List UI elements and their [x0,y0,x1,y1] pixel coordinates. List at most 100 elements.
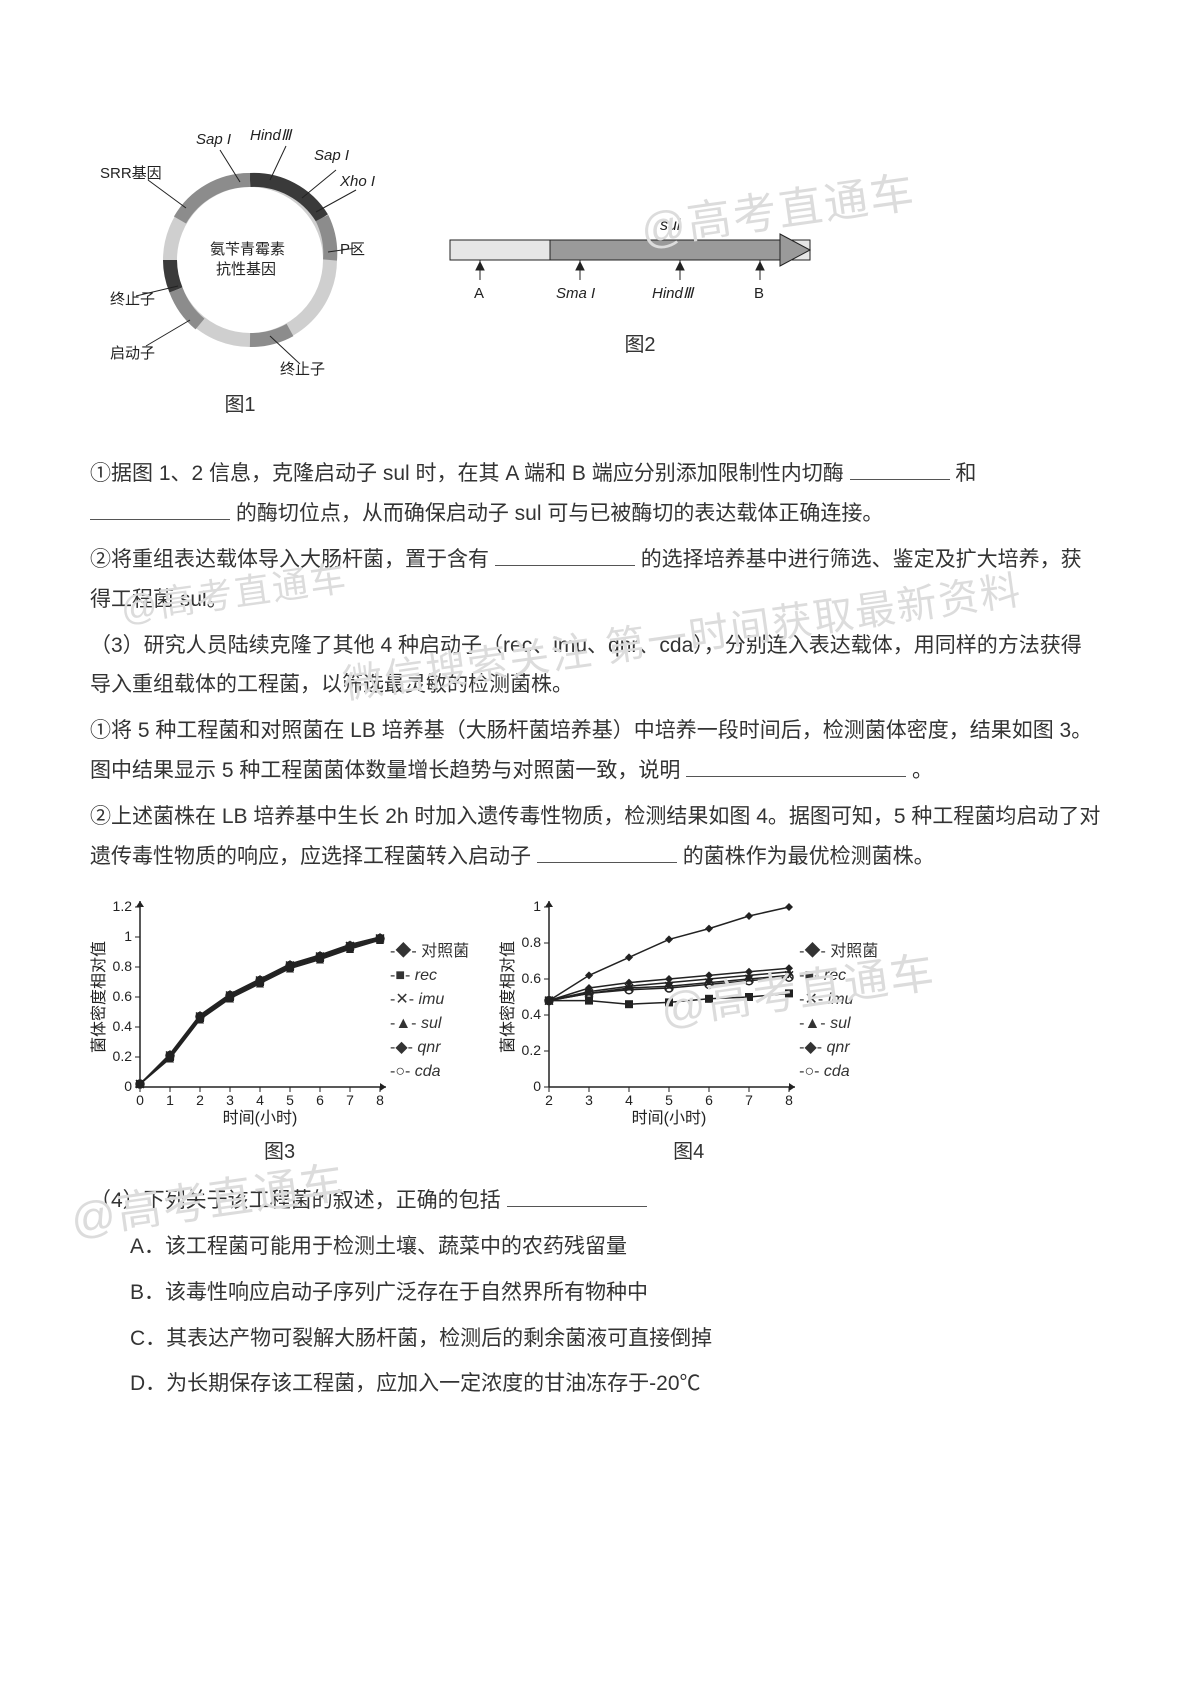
figure-4-block: 234567800.20.40.60.81时间(小时)菌体密度相对值 -◆- 对… [499,897,878,1171]
svg-text:1: 1 [124,928,132,944]
text: 的酶切位点，从而确保启动子 sul 可与已被酶切的表达载体正确连接。 [236,502,884,525]
blank-q4-answer[interactable] [507,1184,647,1207]
svg-text:菌体密度相对值: 菌体密度相对值 [499,941,517,1053]
figure-2-label: 图2 [430,326,850,364]
figure-1-block: SRR基因 Sap I HindⅢ Sap I Xho I P区 终止子 启动子… [90,120,390,424]
svg-text:时间(小时): 时间(小时) [632,1109,707,1127]
figure-4-label: 图4 [673,1133,704,1171]
chart-legend: -◆- 对照菌-■- rec-✕- imu-▲- sul-◆- qnr-○- c… [799,940,878,1084]
svg-text:HindⅢ: HindⅢ [250,127,293,144]
svg-text:5: 5 [665,1092,673,1108]
blank-best-promoter[interactable] [537,840,677,863]
svg-text:8: 8 [785,1092,793,1108]
svg-text:终止子: 终止子 [110,291,155,308]
linear-map-diagram: sul A Sma I HindⅢ B [430,200,850,320]
line-chart-4: 234567800.20.40.60.81时间(小时)菌体密度相对值 [499,897,799,1127]
chart-row-3-4: 01234567800.20.40.60.811.2时间(小时)菌体密度相对值 … [90,897,1101,1171]
svg-text:0.6: 0.6 [113,988,133,1004]
svg-text:Sma I: Sma I [556,285,595,302]
label-SRR: SRR基因 [100,165,162,182]
svg-text:P区: P区 [340,241,365,258]
para-4: ①将 5 种工程菌和对照菌在 LB 培养基（大肠杆菌培养基）中培养一段时间后，检… [90,711,1101,791]
svg-text:抗性基因: 抗性基因 [216,261,276,278]
figure-1-label: 图1 [90,386,390,424]
legend-item: -▲- sul [799,1012,878,1036]
option-C[interactable]: C．其表达产物可裂解大肠杆菌，检测后的剩余菌液可直接倒掉 [130,1319,1101,1359]
svg-text:5: 5 [286,1092,294,1108]
option-D[interactable]: D．为长期保存该工程菌，应加入一定浓度的甘油冻存于-20℃ [130,1364,1101,1404]
svg-text:0.6: 0.6 [522,970,542,986]
svg-text:0.2: 0.2 [113,1048,133,1064]
svg-text:Xho I: Xho I [339,173,375,190]
text: ①据图 1、2 信息，克隆启动子 sul 时，在其 A 端和 B 端应分别添加限… [90,462,844,485]
line-chart-3: 01234567800.20.40.60.811.2时间(小时)菌体密度相对值 [90,897,390,1127]
svg-text:0.4: 0.4 [113,1018,133,1034]
legend-item: -◆- 对照菌 [799,940,878,964]
para-2: ②将重组表达载体导入大肠杆菌，置于含有 的选择培养基中进行筛选、鉴定及扩大培养，… [90,540,1101,620]
text: 和 [955,462,976,485]
blank-enzyme-b[interactable] [90,497,230,520]
svg-text:1: 1 [166,1092,174,1108]
svg-text:Sap I: Sap I [196,131,231,148]
figure-3-label: 图3 [264,1133,295,1171]
svg-text:0: 0 [533,1078,541,1094]
svg-text:7: 7 [745,1092,753,1108]
svg-text:B: B [754,285,764,302]
svg-text:6: 6 [316,1092,324,1108]
svg-text:7: 7 [346,1092,354,1108]
svg-text:4: 4 [625,1092,633,1108]
chart-legend: -◆- 对照菌-■- rec-✕- imu-▲- sul-◆- qnr-○- c… [390,940,469,1084]
option-A[interactable]: A．该工程菌可能用于检测土壤、蔬菜中的农药残留量 [130,1227,1101,1267]
question-4-stem: （4）下列关于该工程菌的叙述，正确的包括 [90,1181,1101,1221]
svg-text:0.8: 0.8 [113,958,133,974]
legend-item: -◆- 对照菌 [390,940,469,964]
svg-text:氨苄青霉素: 氨苄青霉素 [210,241,285,258]
figure-row-1-2: SRR基因 Sap I HindⅢ Sap I Xho I P区 终止子 启动子… [90,120,1101,424]
svg-text:3: 3 [585,1092,593,1108]
legend-item: -◆- qnr [390,1036,469,1060]
blank-selection-medium[interactable] [495,543,635,566]
svg-text:8: 8 [376,1092,384,1108]
svg-text:0.8: 0.8 [522,934,542,950]
text: （4）下列关于该工程菌的叙述，正确的包括 [90,1189,501,1212]
svg-text:Sap I: Sap I [314,147,349,164]
svg-text:3: 3 [226,1092,234,1108]
svg-text:0: 0 [124,1078,132,1094]
legend-item: -○- cda [799,1060,878,1084]
svg-text:HindⅢ: HindⅢ [652,285,695,302]
blank-explain-growth[interactable] [686,754,906,777]
svg-text:启动子: 启动子 [110,345,155,362]
options-list: A．该工程菌可能用于检测土壤、蔬菜中的农药残留量 B．该毒性响应启动子序列广泛存… [90,1227,1101,1405]
legend-item: -○- cda [390,1060,469,1084]
svg-text:4: 4 [256,1092,264,1108]
svg-text:0.2: 0.2 [522,1042,542,1058]
legend-item: -✕- imu [390,988,469,1012]
svg-text:时间(小时): 时间(小时) [223,1109,298,1127]
figure-2-block: sul A Sma I HindⅢ B 图2 [430,200,850,364]
text: ②将重组表达载体导入大肠杆菌，置于含有 [90,548,489,571]
svg-text:2: 2 [545,1092,553,1108]
figure-3-block: 01234567800.20.40.60.811.2时间(小时)菌体密度相对值 … [90,897,469,1171]
legend-item: -■- rec [799,964,878,988]
svg-text:菌体密度相对值: 菌体密度相对值 [90,941,108,1053]
text: 。 [912,759,933,782]
svg-text:A: A [474,285,484,302]
plasmid-diagram: SRR基因 Sap I HindⅢ Sap I Xho I P区 终止子 启动子… [90,120,390,380]
para-1: ①据图 1、2 信息，克隆启动子 sul 时，在其 A 端和 B 端应分别添加限… [90,454,1101,534]
para-3: （3）研究人员陆续克隆了其他 4 种启动子（rec、imu、qnr、cda），分… [90,626,1101,706]
blank-enzyme-a[interactable] [850,457,950,480]
svg-text:终止子: 终止子 [280,361,325,378]
legend-item: -◆- qnr [799,1036,878,1060]
legend-item: -▲- sul [390,1012,469,1036]
svg-text:0.4: 0.4 [522,1006,542,1022]
para-5: ②上述菌株在 LB 培养基中生长 2h 时加入遗传毒性物质，检测结果如图 4。据… [90,797,1101,877]
option-B[interactable]: B．该毒性响应启动子序列广泛存在于自然界所有物种中 [130,1273,1101,1313]
svg-text:6: 6 [705,1092,713,1108]
svg-text:1.2: 1.2 [113,898,133,914]
text: ①将 5 种工程菌和对照菌在 LB 培养基（大肠杆菌培养基）中培养一段时间后，检… [90,719,1092,782]
legend-item: -■- rec [390,964,469,988]
text: 的菌株作为最优检测菌株。 [683,845,935,868]
svg-text:2: 2 [196,1092,204,1108]
legend-item: -✕- imu [799,988,878,1012]
svg-text:sul: sul [660,217,681,234]
